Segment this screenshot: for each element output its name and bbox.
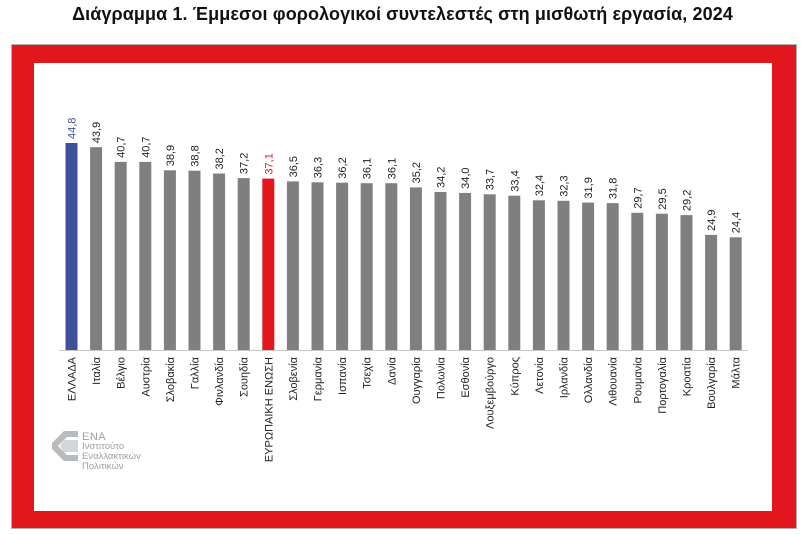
bar-value-label: 32,3 — [559, 175, 571, 196]
bar-value-label: 38,9 — [165, 145, 177, 166]
category-label: Ιρλανδία — [559, 356, 571, 398]
bar-value-label: 40,7 — [116, 136, 128, 157]
bar — [557, 200, 570, 350]
category-label: Ρουμανία — [632, 356, 644, 403]
bar — [311, 182, 324, 350]
category-label: Γαλλία — [190, 356, 202, 389]
category-label: Δανία — [386, 356, 398, 385]
category-label: Μάλτα — [731, 356, 743, 388]
bar-value-label: 37,1 — [263, 153, 275, 174]
bar — [508, 195, 521, 350]
bar-value-label: 36,5 — [288, 156, 300, 177]
category-label: Τσεχία — [362, 356, 374, 388]
bar-value-label: 35,2 — [411, 162, 423, 183]
bar-value-label: 32,4 — [534, 175, 546, 196]
bar — [483, 194, 496, 350]
logo: ΕΝΑ Ινστιτούτο Εναλλακτικών Πολιτικών — [48, 427, 178, 477]
category-label: Κροατία — [682, 356, 694, 396]
bar — [163, 170, 176, 350]
bar — [65, 143, 78, 350]
chart-panel: 44,8 ΕΛΛΑΔΑ 43,9 Ιταλία 40,7 Βέλγιο 40,7 Αυστρί… — [34, 63, 772, 511]
bar-value-label: 31,9 — [583, 177, 595, 198]
logo-mark-icon — [52, 431, 78, 461]
category-label: Πορτογαλία — [657, 356, 669, 413]
bar-value-label: 24,4 — [731, 212, 743, 233]
logo-text-4: Πολιτικών — [82, 461, 124, 472]
bar-value-label: 34,0 — [460, 167, 472, 188]
category-label: Σλοβακία — [165, 356, 177, 402]
bar — [90, 147, 103, 350]
bar-value-label: 36,1 — [386, 158, 398, 179]
bar — [188, 170, 201, 350]
category-label: ΕΥΡΩΠΑΙΚΗ ΕΝΩΣΗ — [263, 357, 275, 462]
chart-title: Διάγραμμα 1. Έμμεσοι φορολογικοί συντελε… — [72, 4, 733, 24]
category-label: Ιταλία — [91, 356, 103, 385]
bar — [262, 178, 275, 350]
bar-value-label: 40,7 — [140, 136, 152, 157]
bar-value-label: 38,8 — [190, 145, 202, 166]
bar-value-label: 36,3 — [313, 157, 325, 178]
bar — [139, 161, 152, 350]
bar — [729, 237, 742, 350]
bar — [286, 181, 299, 350]
category-label: Βουλγαρία — [706, 356, 718, 409]
bar — [237, 178, 250, 350]
bar-value-label: 33,7 — [485, 169, 497, 190]
bar — [680, 215, 693, 350]
bar-value-label: 33,4 — [509, 170, 521, 191]
bar — [606, 203, 619, 350]
bar-value-label: 29,7 — [632, 187, 644, 208]
category-label: Σλοβενία — [288, 356, 300, 400]
bar — [114, 161, 127, 350]
bar-value-label: 37,2 — [239, 153, 251, 174]
bar — [705, 234, 718, 350]
logo-text-2: Ινστιτούτο — [82, 441, 125, 452]
category-label: Ολλανδία — [583, 356, 595, 403]
bar — [336, 182, 349, 350]
bar-value-label: 34,2 — [436, 167, 448, 188]
bar — [459, 192, 472, 350]
category-label: Πολωνία — [436, 356, 448, 399]
bar — [655, 213, 668, 350]
category-label: Σουηδία — [239, 356, 251, 397]
category-label: Λουξεμβούργο — [485, 357, 497, 429]
bar-value-label: 38,2 — [214, 148, 226, 169]
bar — [360, 183, 373, 350]
bar-value-label: 29,2 — [682, 190, 694, 211]
bar — [409, 187, 422, 350]
bar — [582, 202, 595, 350]
category-label: Λιθουανία — [608, 356, 620, 405]
category-label: Εσθονία — [460, 356, 472, 397]
category-label: Αυστρία — [140, 356, 152, 396]
bar-chart: 44,8 ΕΛΛΑΔΑ 43,9 Ιταλία 40,7 Βέλγιο 40,7 Αυστρί… — [59, 118, 748, 462]
category-label: ΕΛΛΑΔΑ — [67, 356, 79, 401]
bar — [631, 212, 644, 350]
category-label: Ουγγαρία — [411, 356, 423, 404]
bar-value-label: 24,9 — [706, 209, 718, 230]
bar-value-label: 31,8 — [608, 178, 620, 199]
bar — [213, 173, 226, 350]
bar — [532, 200, 545, 350]
bar-value-label: 36,1 — [362, 158, 374, 179]
category-label: Ισπανία — [337, 356, 349, 395]
category-label: Λετονία — [534, 356, 546, 394]
logo-text-3: Εναλλακτικών — [82, 451, 141, 462]
logo-text-1: ΕΝΑ — [82, 431, 107, 443]
bar-value-label: 29,5 — [657, 188, 669, 209]
bar — [434, 192, 447, 350]
bar — [385, 183, 398, 350]
category-label: Βέλγιο — [116, 357, 128, 389]
bar-value-label: 36,2 — [337, 157, 349, 178]
category-label: Φινλανδία — [214, 356, 226, 405]
category-label: Γερμανία — [313, 356, 325, 401]
bar-value-label: 44,8 — [67, 118, 79, 139]
bar-value-label: 43,9 — [91, 122, 103, 143]
category-label: Κύπρος — [509, 357, 521, 396]
